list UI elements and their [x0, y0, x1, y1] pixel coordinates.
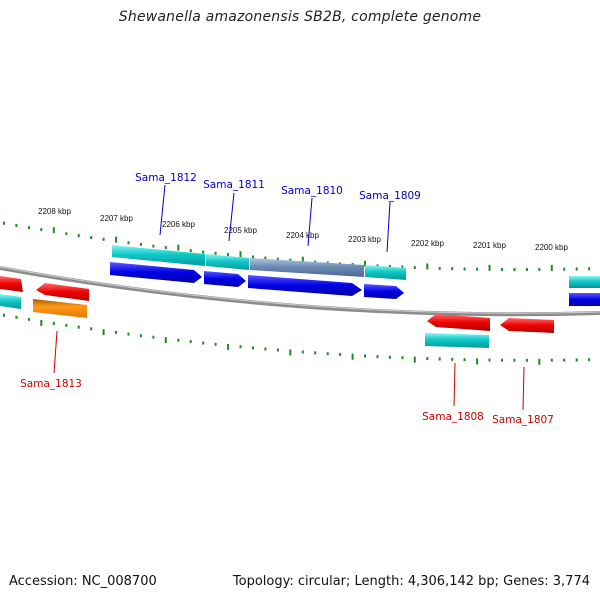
gene-track-reverse — [0, 276, 554, 333]
gene-label-forward[interactable]: Sama_1809 — [359, 190, 421, 202]
gene-track-forward — [110, 262, 600, 306]
scale-label: 2204 kbp — [286, 231, 319, 240]
gene-label-forward[interactable]: Sama_1810 — [281, 185, 343, 197]
scale-label: 2201 kbp — [473, 241, 506, 250]
scale-label: 2208 kbp — [38, 207, 71, 216]
gene-label-reverse[interactable]: Sama_1807 — [492, 414, 554, 426]
gene-label-forward[interactable]: Sama_1812 — [135, 172, 197, 184]
topology-label: Topology: circular; Length: 4,306,142 bp… — [232, 574, 590, 589]
gene-label-reverse[interactable]: Sama_1813 — [20, 378, 82, 390]
genome-title: Shewanella amazonensis SB2B, complete ge… — [118, 9, 482, 25]
accession-label: Accession: NC_008700 — [9, 574, 157, 589]
scale-label: 2200 kbp — [535, 243, 568, 252]
outer-tick-track — [3, 221, 591, 271]
gene-arrow-sama-1808[interactable] — [427, 314, 490, 331]
inner-tick-track — [3, 313, 591, 365]
reverse-gene-labels: Sama_1813 Sama_1808 Sama_1807 — [20, 330, 554, 426]
cds-feature[interactable] — [0, 294, 21, 309]
rna-feature-sama-1813[interactable] — [33, 299, 87, 318]
gene-arrow-sama-1807[interactable] — [500, 318, 554, 333]
cds-feature-sama-1808[interactable] — [425, 333, 489, 348]
scale-label: 2202 kbp — [411, 239, 444, 248]
gene-arrow-offscreen[interactable] — [569, 293, 600, 306]
gene-label-reverse[interactable]: Sama_1808 — [422, 411, 484, 423]
scale-labels: 2208 kbp 2207 kbp 2206 kbp 2205 kbp 2204… — [38, 207, 568, 252]
scale-label: 2203 kbp — [348, 235, 381, 244]
gene-arrow-sama-1810[interactable] — [248, 275, 362, 296]
cds-feature[interactable] — [206, 254, 249, 270]
gene-arrow-sama-1809[interactable] — [364, 284, 404, 299]
gene-arrow-offscreen[interactable] — [0, 276, 23, 292]
scale-label: 2207 kbp — [100, 214, 133, 223]
cds-feature[interactable] — [569, 276, 600, 288]
genome-backbone — [0, 266, 600, 317]
cds-track-forward — [112, 245, 600, 288]
scale-label: 2206 kbp — [162, 220, 195, 229]
gene-arrow-sama-1812[interactable] — [110, 262, 202, 283]
gene-label-forward[interactable]: Sama_1811 — [203, 179, 265, 191]
feature-track-reverse — [0, 294, 489, 348]
scale-label: 2205 kbp — [224, 226, 257, 235]
cds-feature[interactable] — [365, 265, 406, 280]
gene-arrow-sama-1811[interactable] — [204, 271, 246, 287]
gene-arrow-sama-1813[interactable] — [36, 283, 89, 301]
cds-feature-selected[interactable] — [250, 258, 364, 277]
cds-feature[interactable] — [112, 245, 205, 266]
forward-gene-labels: Sama_1812 Sama_1811 Sama_1810 Sama_1809 — [135, 172, 421, 253]
genome-backbone-highlight — [0, 266, 600, 314]
